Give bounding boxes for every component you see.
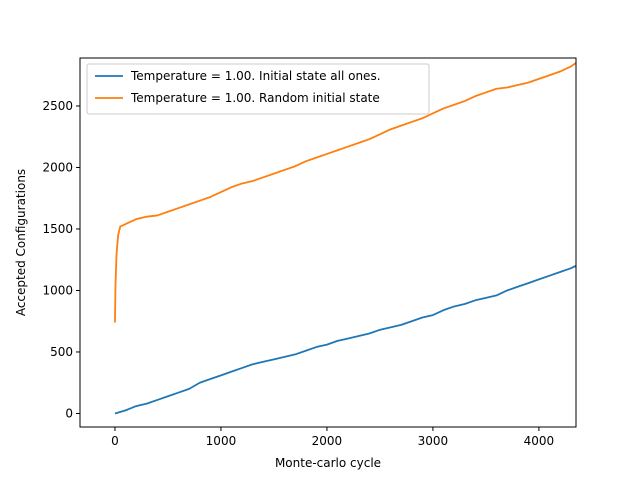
legend-box: [86, 63, 430, 115]
legend-label-series-2: Temperature = 1.00. Random initial state: [130, 91, 380, 105]
y-tick-label: 2000: [42, 160, 73, 174]
x-tick-label: 2000: [312, 434, 343, 448]
x-tick-label: 1000: [206, 434, 237, 448]
y-axis-label: Accepted Configurations: [14, 169, 28, 316]
legend-label-series-1: Temperature = 1.00. Initial state all on…: [130, 69, 381, 83]
series-layer: [114, 62, 576, 415]
series-line-2: [114, 62, 576, 323]
axes-frame: [79, 57, 577, 428]
y-tick-label: 2500: [42, 99, 73, 113]
y-tick-label: 0: [65, 406, 73, 420]
series-line-1: [114, 265, 576, 415]
x-axis-label: Monte-carlo cycle: [275, 456, 381, 470]
y-tick-label: 1500: [42, 222, 73, 236]
y-ticks: 0 500 1000 1500 2000 2500: [42, 99, 80, 420]
x-tick-label: 4000: [524, 434, 555, 448]
x-tick-label: 0: [111, 434, 119, 448]
legend: Temperature = 1.00. Initial state all on…: [86, 63, 430, 115]
y-tick-label: 500: [50, 345, 73, 359]
y-tick-label: 1000: [42, 283, 73, 297]
x-tick-label: 3000: [418, 434, 449, 448]
x-ticks: 0 1000 2000 3000 4000: [111, 427, 554, 448]
